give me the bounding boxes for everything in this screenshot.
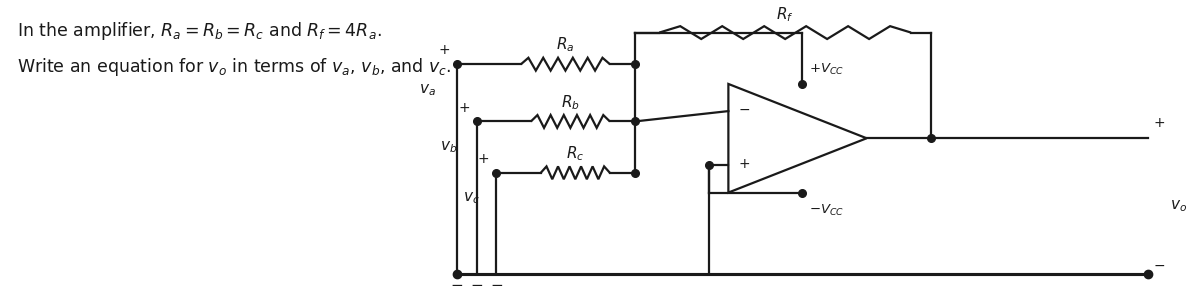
Text: $v_c$: $v_c$ — [463, 191, 480, 206]
Text: $-$: $-$ — [738, 102, 750, 116]
Text: $+$: $+$ — [438, 43, 450, 57]
Text: $R_c$: $R_c$ — [566, 144, 584, 163]
Text: $-$: $-$ — [1153, 258, 1165, 272]
Text: $R_b$: $R_b$ — [560, 93, 580, 112]
Text: $-V_{CC}$: $-V_{CC}$ — [809, 203, 845, 218]
Text: $+$: $+$ — [478, 152, 490, 166]
Text: $-$: $-$ — [470, 275, 484, 290]
Text: $v_a$: $v_a$ — [419, 82, 436, 98]
Text: $R_a$: $R_a$ — [557, 36, 575, 54]
Text: $+$: $+$ — [457, 101, 469, 115]
Text: $v_b$: $v_b$ — [440, 139, 457, 155]
Text: $+$: $+$ — [1153, 116, 1165, 130]
Text: $+$: $+$ — [738, 157, 750, 171]
Text: $+V_{CC}$: $+V_{CC}$ — [809, 62, 845, 77]
Text: $-$: $-$ — [450, 275, 463, 290]
Text: $v_o$: $v_o$ — [1170, 198, 1187, 214]
Text: In the amplifier, $R_a = R_b = R_c$ and $R_f = 4R_a$.: In the amplifier, $R_a = R_b = R_c$ and … — [17, 20, 382, 42]
Text: $R_f$: $R_f$ — [776, 5, 794, 24]
Text: Write an equation for $v_o$ in terms of $v_a$, $v_b$, and $v_c$.: Write an equation for $v_o$ in terms of … — [17, 56, 452, 78]
Text: $-$: $-$ — [490, 275, 503, 290]
